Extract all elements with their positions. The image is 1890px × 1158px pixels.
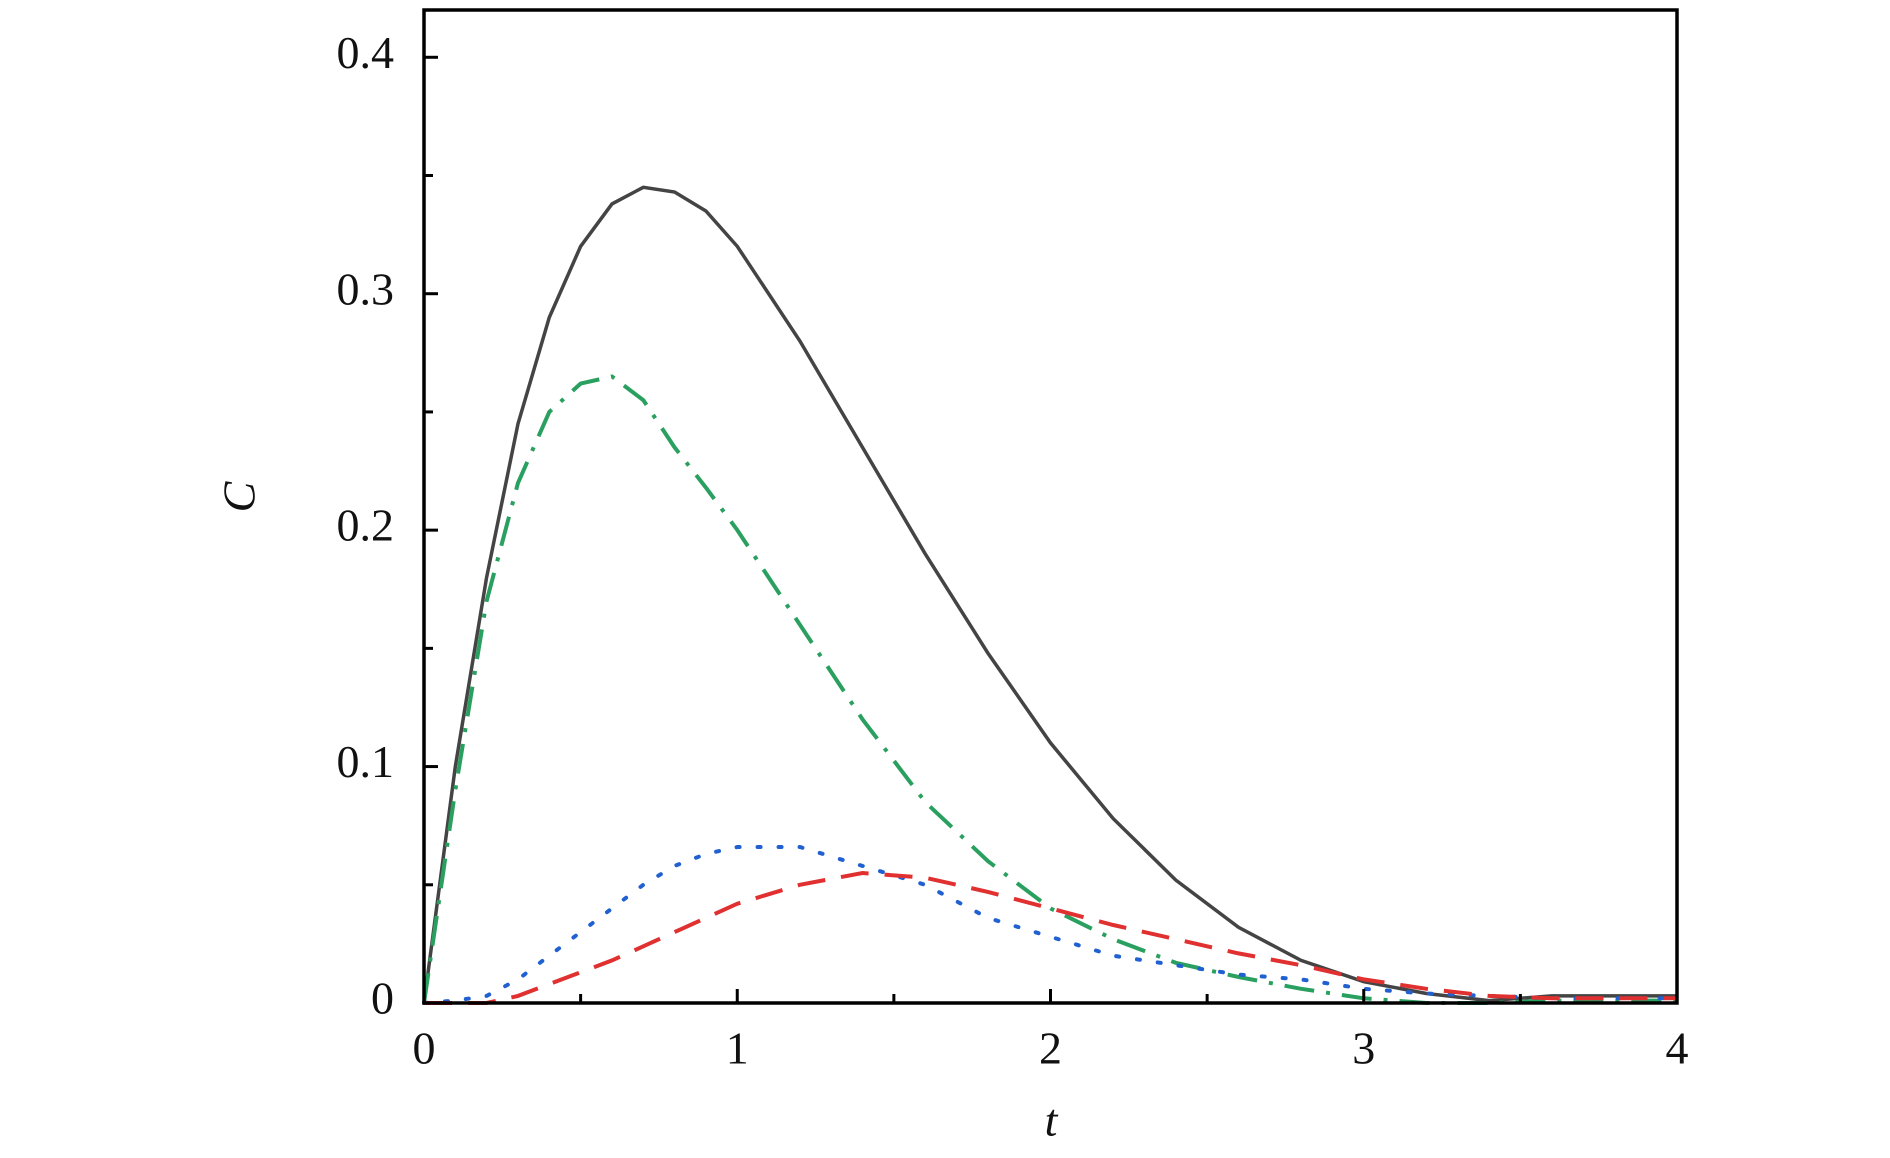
plot-frame [422, 8, 1679, 1005]
y-tick-label: 0.3 [337, 263, 395, 314]
data-line [422, 374, 1677, 1005]
data-line [422, 845, 1679, 1005]
x-tick-label: 4 [1666, 1023, 1689, 1074]
y-tick-label: 0.4 [337, 27, 395, 78]
x-axis-label: t [1045, 1095, 1059, 1146]
y-tick-label: 0 [371, 973, 394, 1024]
y-axis-label: C [214, 480, 265, 512]
y-tick-label: 0.2 [337, 500, 395, 551]
y-tick-label: 0.1 [337, 736, 395, 787]
x-tick-label: 2 [1039, 1023, 1062, 1074]
x-tick-label: 3 [1352, 1023, 1375, 1074]
data-line [422, 185, 1677, 1004]
data-line [424, 870, 1677, 1005]
x-tick-label: 1 [726, 1023, 749, 1074]
x-tick-label: 0 [413, 1023, 436, 1074]
